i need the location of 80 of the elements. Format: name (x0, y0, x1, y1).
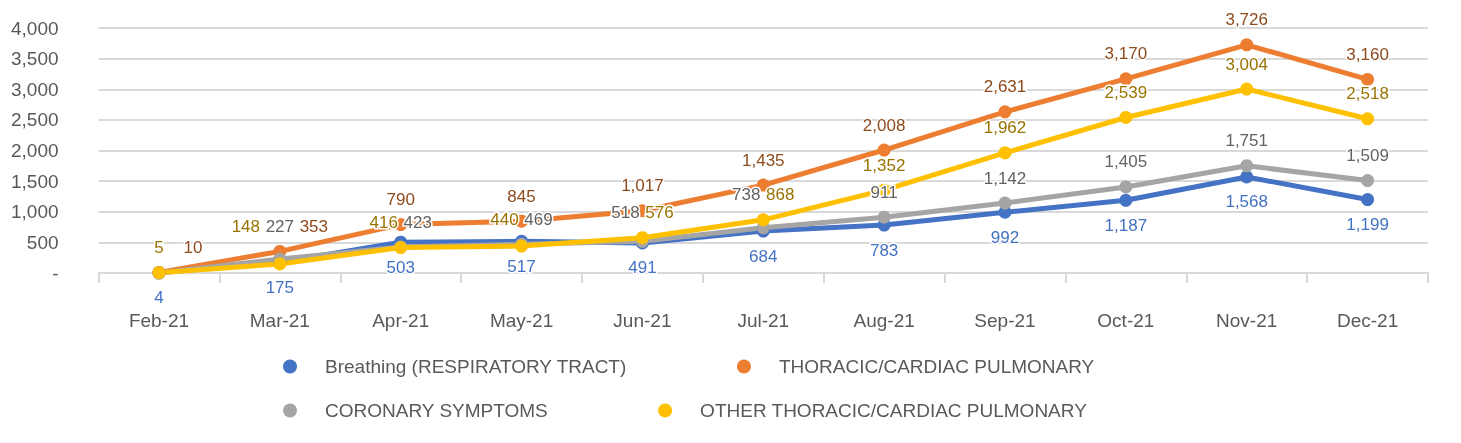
data-label: 148 (231, 216, 261, 236)
data-label: 5 (154, 237, 164, 257)
data-label: 684 (749, 246, 778, 266)
y-tick-label: 2,000 (11, 140, 59, 161)
data-label: 1,352 (862, 155, 906, 175)
data-label: 2,518 (1346, 84, 1389, 104)
data-label: 1,199 (1346, 215, 1389, 235)
y-tick-label: 1,000 (11, 201, 59, 223)
data-label: 503 (386, 257, 415, 277)
point (1119, 110, 1133, 124)
x-tick-label: Feb-21 (128, 310, 190, 331)
x-tick-label: Dec-21 (1336, 310, 1399, 331)
y-tick-label: 4,000 (11, 17, 59, 39)
y-tick-label: 3,000 (11, 78, 59, 100)
data-label: 1,405 (1104, 152, 1148, 172)
data-label: 1,017 (621, 176, 664, 196)
data-label: 2,539 (1104, 82, 1148, 102)
data-label: 10 (183, 237, 203, 257)
data-label: 1,509 (1346, 146, 1389, 166)
data-label: 4 (154, 288, 164, 308)
x-tick-label: Sep-21 (974, 310, 1036, 331)
point (998, 105, 1012, 119)
point (877, 210, 891, 224)
data-label: 175 (265, 277, 295, 297)
data-label: 1,962 (983, 118, 1027, 138)
data-label: 790 (386, 190, 415, 210)
data-label: 738 (732, 185, 761, 205)
data-label: 1,568 (1225, 192, 1268, 212)
point (1240, 38, 1254, 52)
data-label: 3,004 (1225, 54, 1268, 74)
data-label: 491 (628, 258, 657, 278)
point (1119, 180, 1133, 194)
x-tick-label: Aug-21 (853, 310, 915, 331)
point (1240, 159, 1254, 173)
data-label: 2,008 (862, 115, 906, 135)
x-tick-label: Oct-21 (1097, 310, 1155, 331)
data-label: 1,187 (1104, 215, 1148, 235)
data-label: 576 (645, 203, 674, 223)
data-label: 1,435 (742, 150, 785, 170)
x-tick-label: Jun-21 (613, 310, 672, 331)
point (1361, 72, 1375, 86)
data-label: 2,631 (983, 77, 1027, 97)
data-label: 868 (766, 185, 795, 205)
x-tick-label: May-21 (489, 310, 554, 331)
data-label: 992 (990, 227, 1020, 247)
x-tick-label: Apr-21 (372, 310, 430, 331)
point (756, 213, 770, 227)
data-label: 416 (369, 212, 398, 232)
legend-label: THORACIC/CARDIAC PULMONARY (778, 356, 1095, 377)
legend-label: CORONARY SYMPTOMS (325, 400, 548, 421)
data-label: 3,170 (1104, 44, 1148, 64)
point (998, 146, 1012, 160)
legend-label: Breathing (RESPIRATORY TRACT) (325, 356, 627, 377)
point (1361, 193, 1375, 207)
point (1361, 174, 1375, 188)
point (998, 196, 1012, 210)
y-tick-label: 3,500 (11, 48, 59, 70)
x-tick-label: Jul-21 (737, 310, 790, 331)
point (1240, 82, 1254, 96)
x-tick-label: Mar-21 (249, 310, 310, 331)
legend-label: OTHER THORACIC/CARDIAC PULMONARY (700, 400, 1088, 421)
data-label: 3,726 (1225, 10, 1268, 30)
y-tick-label: - (52, 262, 59, 284)
y-tick-label: 2,500 (11, 109, 59, 131)
y-tick-label: 1,500 (11, 170, 59, 192)
point (1361, 112, 1375, 126)
data-label: 845 (507, 186, 536, 206)
data-label: 783 (869, 240, 899, 260)
y-tick-label: 500 (26, 231, 59, 253)
point (1119, 72, 1133, 86)
data-label: 3,160 (1346, 44, 1389, 64)
point (1240, 170, 1254, 184)
x-tick-label: Nov-21 (1216, 310, 1278, 331)
data-label: 1,751 (1225, 131, 1268, 151)
data-label: 517 (507, 256, 536, 276)
point (877, 143, 891, 157)
data-label: 353 (299, 216, 329, 236)
point (1119, 193, 1133, 207)
data-label: 227 (265, 216, 295, 236)
data-label: 1,142 (983, 168, 1027, 188)
